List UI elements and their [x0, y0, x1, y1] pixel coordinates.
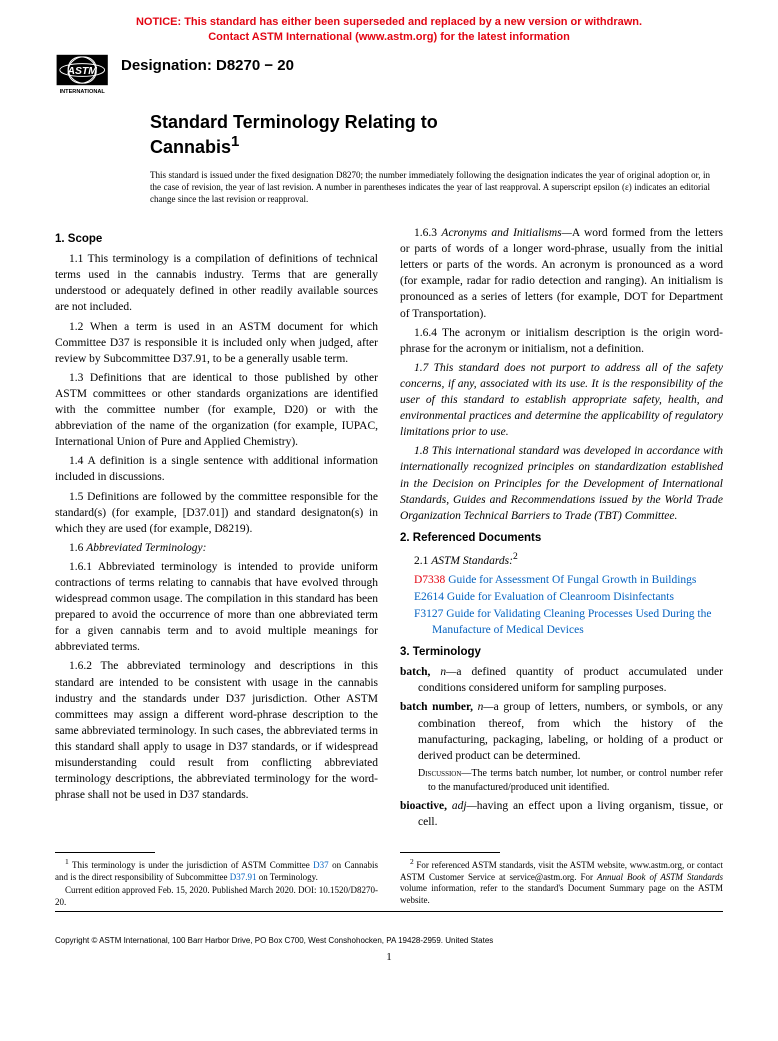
para-1-3: 1.3 Definitions that are identical to th…	[55, 370, 378, 450]
para-2-1: 2.1 ASTM Standards:2	[400, 550, 723, 569]
ref2-code[interactable]: E2614	[414, 591, 444, 603]
fn1-link-d3791[interactable]: D37.91	[230, 872, 257, 882]
term-bioactive: bioactive, adj—having an effect upon a l…	[400, 798, 723, 830]
notice-banner: NOTICE: This standard has either been su…	[55, 15, 723, 45]
page-number: 1	[55, 951, 723, 963]
p21-text: ASTM Standards:	[431, 555, 513, 567]
para-1-1: 1.1 This terminology is a compilation of…	[55, 251, 378, 315]
terminology-heading: 3. Terminology	[400, 644, 723, 660]
fn1-link-d37[interactable]: D37	[313, 860, 329, 870]
ref1-text[interactable]: Guide for Assessment Of Fungal Growth in…	[445, 574, 696, 586]
ref3-text[interactable]: Guide for Validating Cleaning Processes …	[432, 608, 711, 636]
fn1-c: on Terminology.	[256, 872, 317, 882]
fn2-c: volume information, refer to the standar…	[400, 883, 723, 905]
copyright-rule	[55, 911, 723, 912]
ref-d7338: D7338 Guide for Assessment Of Fungal Gro…	[400, 572, 723, 588]
ref1-code[interactable]: D7338	[414, 574, 445, 586]
term-batch: batch, n—a defined quantity of product a…	[400, 664, 723, 696]
term-batch-def: a defined quantity of product accumulate…	[418, 666, 723, 694]
footnote-1b: Current edition approved Feb. 15, 2020. …	[55, 885, 378, 908]
title-text: Standard Terminology Relating to Cannabi…	[150, 112, 438, 158]
body-columns: 1. Scope 1.1 This terminology is a compi…	[55, 225, 723, 911]
header-row: ASTM INTERNATIONAL Designation: D8270 − …	[55, 53, 723, 95]
notice-line1: NOTICE: This standard has either been su…	[136, 16, 642, 28]
standard-title: Standard Terminology Relating to Cannabi…	[150, 111, 470, 159]
p163-head: Acronyms and Initialisms—	[441, 227, 571, 239]
footnote-col-right: 2 For referenced ASTM standards, visit t…	[400, 852, 723, 911]
copyright-line: Copyright © ASTM International, 100 Barr…	[55, 932, 723, 945]
para-1-6-head: 1.6 Abbreviated Terminology:	[55, 540, 378, 556]
scope-heading: 1. Scope	[55, 231, 378, 247]
title-sup: 1	[231, 133, 239, 150]
para-1-6-1: 1.6.1 Abbreviated terminology is intende…	[55, 559, 378, 656]
term-batch-number: batch number, n—a group of letters, numb…	[400, 699, 723, 763]
ref-f3127: F3127 Guide for Validating Cleaning Proc…	[400, 606, 723, 638]
logo-subtext: INTERNATIONAL	[60, 89, 106, 95]
para-1-2: 1.2 When a term is used in an ASTM docum…	[55, 319, 378, 367]
astm-logo: ASTM INTERNATIONAL	[55, 53, 111, 95]
issuance-note: This standard is issued under the fixed …	[150, 169, 710, 205]
term-bio-pos: adj—	[447, 800, 477, 812]
footnotes: 1 This terminology is under the jurisdic…	[55, 852, 723, 911]
para-1-7: 1.7 This standard does not purport to ad…	[400, 360, 723, 440]
term-bn-pos: n—	[473, 701, 494, 713]
refdocs-heading: 2. Referenced Documents	[400, 530, 723, 546]
p16-text: Abbreviated Terminology:	[86, 542, 206, 554]
para-1-6-4: 1.6.4 The acronym or initialism descript…	[400, 325, 723, 357]
footnote-rule-left	[55, 852, 155, 853]
para-1-5: 1.5 Definitions are followed by the comm…	[55, 489, 378, 537]
term-bn-discussion: Discussion—The terms batch number, lot n…	[400, 767, 723, 795]
fn1-a: This terminology is under the jurisdicti…	[72, 860, 313, 870]
footnote-2: 2 For referenced ASTM standards, visit t…	[400, 857, 723, 907]
term-bn-word: batch number,	[400, 701, 473, 713]
term-bio-word: bioactive,	[400, 800, 447, 812]
p163-num: 1.6.3	[414, 227, 441, 239]
document-page: NOTICE: This standard has either been su…	[0, 0, 778, 1041]
disc-label: Discussion—	[418, 768, 471, 779]
notice-line2: Contact ASTM International (www.astm.org…	[208, 31, 570, 43]
ref-e2614: E2614 Guide for Evaluation of Cleanroom …	[400, 589, 723, 605]
footnote-col-left: 1 This terminology is under the jurisdic…	[55, 852, 378, 911]
svg-text:ASTM: ASTM	[66, 66, 97, 77]
disc-text: The terms batch number, lot number, or c…	[428, 768, 723, 793]
p163-body: A word formed from the letters or parts …	[400, 227, 723, 319]
para-1-6-2: 1.6.2 The abbreviated terminology and de…	[55, 658, 378, 803]
para-1-6-3: 1.6.3 Acronyms and Initialisms—A word fo…	[400, 225, 723, 322]
footnote-rule-right	[400, 852, 500, 853]
p16-num: 1.6	[69, 542, 86, 554]
p21-num: 2.1	[414, 555, 431, 567]
term-batch-pos: n—	[430, 666, 456, 678]
para-1-4: 1.4 A definition is a single sentence wi…	[55, 453, 378, 485]
fn2-b: Annual Book of ASTM Standards	[597, 872, 723, 882]
term-batch-word: batch,	[400, 666, 430, 678]
footnote-1: 1 This terminology is under the jurisdic…	[55, 857, 378, 883]
para-1-8: 1.8 This international standard was deve…	[400, 443, 723, 523]
p21-sup: 2	[513, 551, 518, 562]
designation: Designation: D8270 − 20	[121, 57, 294, 74]
ref2-text[interactable]: Guide for Evaluation of Cleanroom Disinf…	[444, 591, 674, 603]
ref3-code[interactable]: F3127	[414, 608, 443, 620]
